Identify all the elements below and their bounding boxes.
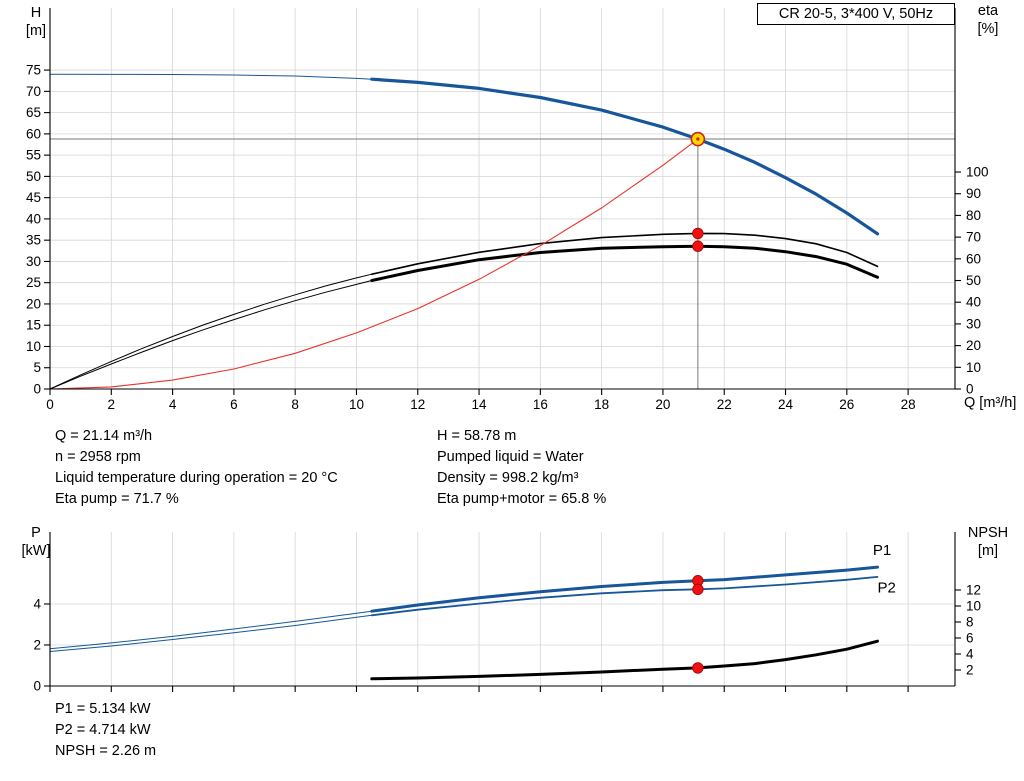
svg-text:4: 4 xyxy=(169,397,177,412)
annotation-q: Q = 21.14 m³/h xyxy=(55,428,153,444)
svg-text:35: 35 xyxy=(26,233,41,248)
svg-text:8: 8 xyxy=(966,615,974,630)
svg-text:90: 90 xyxy=(966,186,981,201)
duty-annotations-right: H = 58.78 m Pumped liquid = Water Densit… xyxy=(437,426,606,510)
svg-text:24: 24 xyxy=(778,397,794,412)
svg-text:14: 14 xyxy=(472,397,488,412)
svg-text:40: 40 xyxy=(966,295,981,310)
svg-text:100: 100 xyxy=(966,165,989,180)
svg-text:10: 10 xyxy=(966,599,981,614)
p-axis-title: P [kW] xyxy=(14,524,58,560)
annotation-density: Density = 998.2 kg/m³ xyxy=(437,470,579,486)
svg-text:22: 22 xyxy=(717,397,732,412)
svg-text:50: 50 xyxy=(26,169,41,184)
h-axis-unit: [m] xyxy=(25,23,47,39)
annotation-eta-pump: Eta pump = 71.7 % xyxy=(55,491,179,507)
h-axis-title: H [m] xyxy=(16,4,56,40)
svg-text:P1: P1 xyxy=(873,542,891,559)
h-axis-label: H xyxy=(30,5,42,21)
svg-text:20: 20 xyxy=(26,296,41,311)
svg-text:12: 12 xyxy=(410,397,425,412)
chart-title-box: CR 20-5, 3*400 V, 50Hz xyxy=(757,3,955,25)
svg-text:50: 50 xyxy=(966,273,981,288)
eta-axis-label: eta xyxy=(977,3,999,19)
svg-text:0: 0 xyxy=(33,679,41,694)
svg-text:2: 2 xyxy=(108,397,116,412)
svg-text:70: 70 xyxy=(26,84,41,99)
annotation-liquid-temp: Liquid temperature during operation = 20… xyxy=(55,470,338,486)
svg-text:10: 10 xyxy=(966,360,981,375)
power-annotations: P1 = 5.134 kW P2 = 4.714 kW NPSH = 2.26 … xyxy=(55,699,156,762)
svg-text:0: 0 xyxy=(46,397,54,412)
svg-text:4: 4 xyxy=(966,647,974,662)
annotation-eta-pump-motor: Eta pump+motor = 65.8 % xyxy=(437,491,607,507)
svg-text:0: 0 xyxy=(966,382,974,397)
svg-text:5: 5 xyxy=(33,360,41,375)
p-axis-unit: [kW] xyxy=(21,543,51,559)
svg-text:30: 30 xyxy=(26,254,41,269)
svg-text:6: 6 xyxy=(966,631,974,646)
svg-text:45: 45 xyxy=(26,190,41,205)
svg-text:8: 8 xyxy=(291,397,299,412)
annotation-p2: P2 = 4.714 kW xyxy=(55,722,151,738)
eta-axis-unit: [%] xyxy=(977,21,999,37)
p-axis-label: P xyxy=(31,525,41,541)
svg-text:30: 30 xyxy=(966,316,981,331)
svg-text:70: 70 xyxy=(966,230,981,245)
svg-text:75: 75 xyxy=(26,63,41,78)
svg-text:55: 55 xyxy=(26,148,41,163)
svg-text:12: 12 xyxy=(966,583,981,598)
svg-text:0: 0 xyxy=(33,382,41,397)
svg-text:10: 10 xyxy=(26,339,41,354)
svg-text:60: 60 xyxy=(966,251,981,266)
annotation-h: H = 58.78 m xyxy=(437,428,517,444)
svg-text:80: 80 xyxy=(966,208,981,223)
svg-text:2: 2 xyxy=(966,663,974,678)
annotation-npsh: NPSH = 2.26 m xyxy=(55,743,157,759)
svg-text:2: 2 xyxy=(33,637,41,652)
eta-axis-title: eta [%] xyxy=(966,2,1010,38)
svg-text:60: 60 xyxy=(26,126,41,141)
duty-annotations-left: Q = 21.14 m³/h n = 2958 rpm Liquid tempe… xyxy=(55,426,338,510)
npsh-axis-label: NPSH xyxy=(967,525,1009,541)
svg-text:15: 15 xyxy=(26,318,41,333)
svg-text:20: 20 xyxy=(966,338,981,353)
npsh-axis-title: NPSH [m] xyxy=(962,524,1014,560)
svg-text:26: 26 xyxy=(839,397,854,412)
svg-text:6: 6 xyxy=(230,397,238,412)
svg-text:10: 10 xyxy=(349,397,364,412)
svg-text:40: 40 xyxy=(26,211,41,226)
annotation-speed: n = 2958 rpm xyxy=(55,449,141,465)
annotation-p1: P1 = 5.134 kW xyxy=(55,701,151,717)
svg-text:16: 16 xyxy=(533,397,548,412)
svg-text:28: 28 xyxy=(901,397,916,412)
svg-text:20: 20 xyxy=(655,397,670,412)
svg-text:P2: P2 xyxy=(877,580,895,597)
svg-text:25: 25 xyxy=(26,275,41,290)
q-axis-title: Q [m³/h] xyxy=(964,395,1017,411)
npsh-axis-unit: [m] xyxy=(977,543,999,559)
svg-text:18: 18 xyxy=(594,397,609,412)
svg-text:4: 4 xyxy=(33,596,41,611)
annotation-pumped-liquid: Pumped liquid = Water xyxy=(437,449,584,465)
svg-text:65: 65 xyxy=(26,105,41,120)
